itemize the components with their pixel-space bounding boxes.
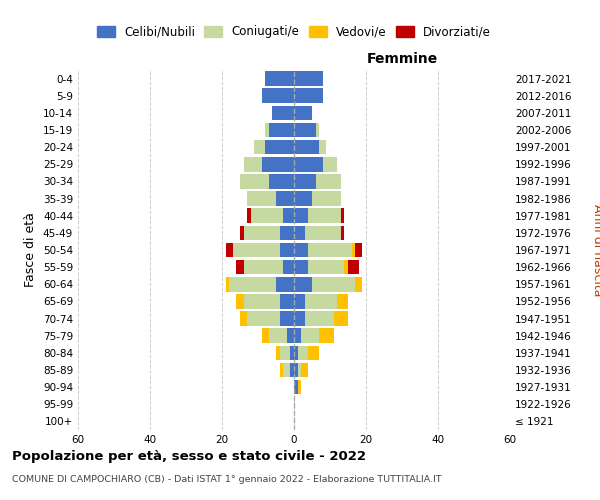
Bar bbox=[348, 260, 359, 274]
Bar bbox=[308, 242, 352, 258]
Bar bbox=[301, 362, 308, 378]
Bar bbox=[294, 362, 298, 378]
Bar bbox=[280, 362, 283, 378]
Bar bbox=[283, 208, 294, 223]
Bar bbox=[312, 277, 355, 291]
Bar bbox=[305, 312, 334, 326]
Text: Popolazione per età, sesso e stato civile - 2022: Popolazione per età, sesso e stato civil… bbox=[12, 450, 366, 463]
Bar bbox=[298, 380, 301, 394]
Bar bbox=[233, 242, 280, 258]
Bar bbox=[290, 346, 294, 360]
Bar bbox=[294, 328, 301, 343]
Bar bbox=[229, 277, 276, 291]
Bar bbox=[355, 242, 362, 258]
Bar bbox=[305, 294, 337, 308]
Bar bbox=[269, 122, 294, 138]
Y-axis label: Fasce di età: Fasce di età bbox=[25, 212, 37, 288]
Bar bbox=[290, 362, 294, 378]
Bar bbox=[344, 260, 348, 274]
Bar bbox=[294, 260, 308, 274]
Bar bbox=[294, 208, 308, 223]
Bar bbox=[316, 174, 341, 188]
Y-axis label: Anni di nascita: Anni di nascita bbox=[591, 204, 600, 296]
Bar bbox=[226, 277, 229, 291]
Bar bbox=[294, 122, 316, 138]
Bar bbox=[254, 140, 265, 154]
Bar bbox=[294, 88, 323, 103]
Bar bbox=[276, 346, 280, 360]
Bar bbox=[269, 328, 287, 343]
Bar bbox=[265, 122, 269, 138]
Bar bbox=[247, 312, 280, 326]
Bar bbox=[262, 157, 294, 172]
Bar bbox=[294, 380, 298, 394]
Bar bbox=[244, 260, 283, 274]
Bar bbox=[308, 208, 341, 223]
Bar bbox=[294, 277, 312, 291]
Bar bbox=[308, 346, 319, 360]
Bar bbox=[294, 294, 305, 308]
Bar bbox=[247, 192, 276, 206]
Bar bbox=[272, 106, 294, 120]
Bar bbox=[240, 312, 247, 326]
Bar bbox=[294, 226, 305, 240]
Bar bbox=[294, 72, 323, 86]
Bar bbox=[305, 226, 341, 240]
Text: Femmine: Femmine bbox=[367, 52, 437, 66]
Bar bbox=[337, 294, 348, 308]
Bar bbox=[269, 174, 294, 188]
Bar bbox=[294, 157, 323, 172]
Bar bbox=[240, 174, 269, 188]
Text: COMUNE DI CAMPOCHIARO (CB) - Dati ISTAT 1° gennaio 2022 - Elaborazione TUTTITALI: COMUNE DI CAMPOCHIARO (CB) - Dati ISTAT … bbox=[12, 475, 442, 484]
Bar bbox=[262, 328, 269, 343]
Bar bbox=[298, 346, 308, 360]
Bar bbox=[294, 174, 316, 188]
Bar bbox=[294, 140, 319, 154]
Legend: Celibi/Nubili, Coniugati/e, Vedovi/e, Divorziati/e: Celibi/Nubili, Coniugati/e, Vedovi/e, Di… bbox=[93, 22, 495, 42]
Bar bbox=[244, 157, 262, 172]
Bar bbox=[287, 328, 294, 343]
Bar bbox=[276, 277, 294, 291]
Bar bbox=[240, 226, 244, 240]
Bar bbox=[236, 260, 244, 274]
Bar bbox=[355, 277, 362, 291]
Bar bbox=[341, 208, 344, 223]
Bar bbox=[316, 122, 319, 138]
Bar bbox=[323, 157, 337, 172]
Bar bbox=[262, 88, 294, 103]
Bar bbox=[276, 192, 294, 206]
Bar bbox=[294, 106, 312, 120]
Bar bbox=[247, 208, 251, 223]
Bar bbox=[236, 294, 244, 308]
Bar bbox=[298, 362, 301, 378]
Bar bbox=[280, 242, 294, 258]
Bar bbox=[294, 312, 305, 326]
Bar bbox=[226, 242, 233, 258]
Bar bbox=[280, 312, 294, 326]
Bar bbox=[319, 140, 326, 154]
Bar bbox=[265, 140, 294, 154]
Bar bbox=[294, 242, 308, 258]
Bar bbox=[283, 362, 290, 378]
Bar bbox=[312, 192, 341, 206]
Bar bbox=[294, 192, 312, 206]
Bar bbox=[244, 226, 280, 240]
Bar bbox=[319, 328, 334, 343]
Bar bbox=[341, 226, 344, 240]
Bar bbox=[308, 260, 344, 274]
Bar bbox=[283, 260, 294, 274]
Bar bbox=[251, 208, 283, 223]
Bar bbox=[301, 328, 319, 343]
Bar bbox=[265, 72, 294, 86]
Bar bbox=[352, 242, 355, 258]
Bar bbox=[280, 346, 290, 360]
Bar bbox=[334, 312, 348, 326]
Bar bbox=[280, 294, 294, 308]
Bar bbox=[280, 226, 294, 240]
Bar bbox=[244, 294, 280, 308]
Bar bbox=[294, 346, 298, 360]
